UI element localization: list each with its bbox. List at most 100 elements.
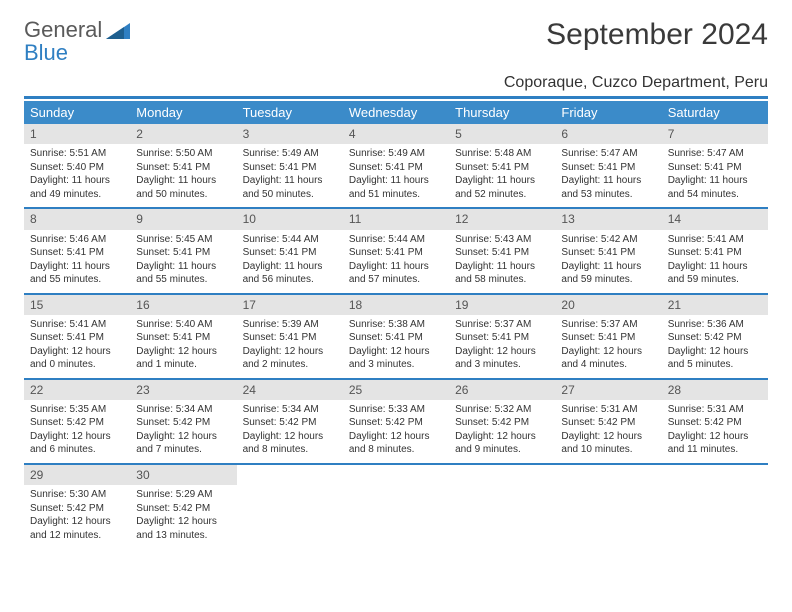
daylight-line2: and 51 minutes. [349,188,443,202]
daylight-line2: and 1 minute. [136,358,230,372]
sunrise-line: Sunrise: 5:45 AM [136,233,230,247]
sunrise-line: Sunrise: 5:31 AM [668,403,762,417]
day-body: Sunrise: 5:34 AMSunset: 5:42 PMDaylight:… [130,400,236,463]
sunrise-line: Sunrise: 5:41 AM [30,318,124,332]
day-number: 14 [662,209,768,229]
day-cell: 25Sunrise: 5:33 AMSunset: 5:42 PMDayligh… [343,379,449,464]
sunrise-line: Sunrise: 5:36 AM [668,318,762,332]
triangle-icon [106,21,132,46]
daylight-line1: Daylight: 11 hours [136,260,230,274]
day-body: Sunrise: 5:31 AMSunset: 5:42 PMDaylight:… [555,400,661,463]
day-cell: 4Sunrise: 5:49 AMSunset: 5:41 PMDaylight… [343,124,449,208]
sunrise-line: Sunrise: 5:34 AM [243,403,337,417]
sunrise-line: Sunrise: 5:30 AM [30,488,124,502]
day-number: 30 [130,465,236,485]
sunrise-line: Sunrise: 5:37 AM [455,318,549,332]
header: General Blue September 2024 [24,18,768,64]
day-number: 10 [237,209,343,229]
sunset-line: Sunset: 5:41 PM [136,331,230,345]
daylight-line2: and 57 minutes. [349,273,443,287]
sunset-line: Sunset: 5:42 PM [136,416,230,430]
day-number: 24 [237,380,343,400]
daylight-line1: Daylight: 12 hours [561,430,655,444]
daylight-line2: and 12 minutes. [30,529,124,543]
daylight-line1: Daylight: 11 hours [455,260,549,274]
day-number: 13 [555,209,661,229]
day-number: 18 [343,295,449,315]
sunset-line: Sunset: 5:42 PM [561,416,655,430]
day-number: 17 [237,295,343,315]
day-body: Sunrise: 5:46 AMSunset: 5:41 PMDaylight:… [24,230,130,293]
daylight-line1: Daylight: 12 hours [243,430,337,444]
daylight-line1: Daylight: 12 hours [455,345,549,359]
week-row: 8Sunrise: 5:46 AMSunset: 5:41 PMDaylight… [24,208,768,293]
daylight-line1: Daylight: 12 hours [349,345,443,359]
sunrise-line: Sunrise: 5:37 AM [561,318,655,332]
day-number: 3 [237,124,343,144]
daylight-line2: and 54 minutes. [668,188,762,202]
sunset-line: Sunset: 5:41 PM [243,161,337,175]
sunrise-line: Sunrise: 5:31 AM [561,403,655,417]
dow-sunday: Sunday [24,101,130,124]
daylight-line1: Daylight: 12 hours [668,345,762,359]
week-row: 15Sunrise: 5:41 AMSunset: 5:41 PMDayligh… [24,294,768,379]
day-number: 6 [555,124,661,144]
daylight-line1: Daylight: 12 hours [455,430,549,444]
day-cell: 7Sunrise: 5:47 AMSunset: 5:41 PMDaylight… [662,124,768,208]
sunset-line: Sunset: 5:41 PM [455,331,549,345]
sunset-line: Sunset: 5:41 PM [30,331,124,345]
calendar-table: Sunday Monday Tuesday Wednesday Thursday… [24,101,768,548]
daylight-line2: and 3 minutes. [349,358,443,372]
day-cell: 29Sunrise: 5:30 AMSunset: 5:42 PMDayligh… [24,464,130,548]
day-body: Sunrise: 5:47 AMSunset: 5:41 PMDaylight:… [662,144,768,207]
week-row: 29Sunrise: 5:30 AMSunset: 5:42 PMDayligh… [24,464,768,548]
daylight-line2: and 59 minutes. [561,273,655,287]
daylight-line2: and 8 minutes. [243,443,337,457]
day-cell: .. [555,464,661,548]
day-number: 7 [662,124,768,144]
sunrise-line: Sunrise: 5:41 AM [668,233,762,247]
day-cell: 13Sunrise: 5:42 AMSunset: 5:41 PMDayligh… [555,208,661,293]
daylight-line1: Daylight: 11 hours [668,260,762,274]
sunrise-line: Sunrise: 5:47 AM [561,147,655,161]
sunrise-line: Sunrise: 5:38 AM [349,318,443,332]
days-of-week-row: Sunday Monday Tuesday Wednesday Thursday… [24,101,768,124]
day-body: Sunrise: 5:33 AMSunset: 5:42 PMDaylight:… [343,400,449,463]
sunrise-line: Sunrise: 5:51 AM [30,147,124,161]
day-number: 5 [449,124,555,144]
daylight-line1: Daylight: 11 hours [30,260,124,274]
dow-friday: Friday [555,101,661,124]
day-body: Sunrise: 5:39 AMSunset: 5:41 PMDaylight:… [237,315,343,378]
sunset-line: Sunset: 5:41 PM [136,246,230,260]
day-cell: 30Sunrise: 5:29 AMSunset: 5:42 PMDayligh… [130,464,236,548]
daylight-line1: Daylight: 12 hours [30,515,124,529]
sunrise-line: Sunrise: 5:32 AM [455,403,549,417]
sunset-line: Sunset: 5:41 PM [561,161,655,175]
day-cell: .. [449,464,555,548]
title-block: September 2024 [546,18,768,58]
sunrise-line: Sunrise: 5:40 AM [136,318,230,332]
daylight-line2: and 9 minutes. [455,443,549,457]
day-cell: 9Sunrise: 5:45 AMSunset: 5:41 PMDaylight… [130,208,236,293]
day-number: 26 [449,380,555,400]
day-cell: 15Sunrise: 5:41 AMSunset: 5:41 PMDayligh… [24,294,130,379]
logo: General Blue [24,18,132,64]
sunrise-line: Sunrise: 5:29 AM [136,488,230,502]
daylight-line1: Daylight: 12 hours [30,345,124,359]
day-body: Sunrise: 5:37 AMSunset: 5:41 PMDaylight:… [449,315,555,378]
day-cell: 6Sunrise: 5:47 AMSunset: 5:41 PMDaylight… [555,124,661,208]
sunrise-line: Sunrise: 5:35 AM [30,403,124,417]
daylight-line2: and 5 minutes. [668,358,762,372]
daylight-line2: and 10 minutes. [561,443,655,457]
daylight-line1: Daylight: 11 hours [455,174,549,188]
sunset-line: Sunset: 5:41 PM [349,331,443,345]
sunrise-line: Sunrise: 5:49 AM [243,147,337,161]
logo-word2: Blue [24,40,68,65]
day-number: 25 [343,380,449,400]
sunset-line: Sunset: 5:42 PM [136,502,230,516]
sunrise-line: Sunrise: 5:34 AM [136,403,230,417]
daylight-line2: and 13 minutes. [136,529,230,543]
day-cell: 2Sunrise: 5:50 AMSunset: 5:41 PMDaylight… [130,124,236,208]
daylight-line2: and 11 minutes. [668,443,762,457]
day-cell: 28Sunrise: 5:31 AMSunset: 5:42 PMDayligh… [662,379,768,464]
